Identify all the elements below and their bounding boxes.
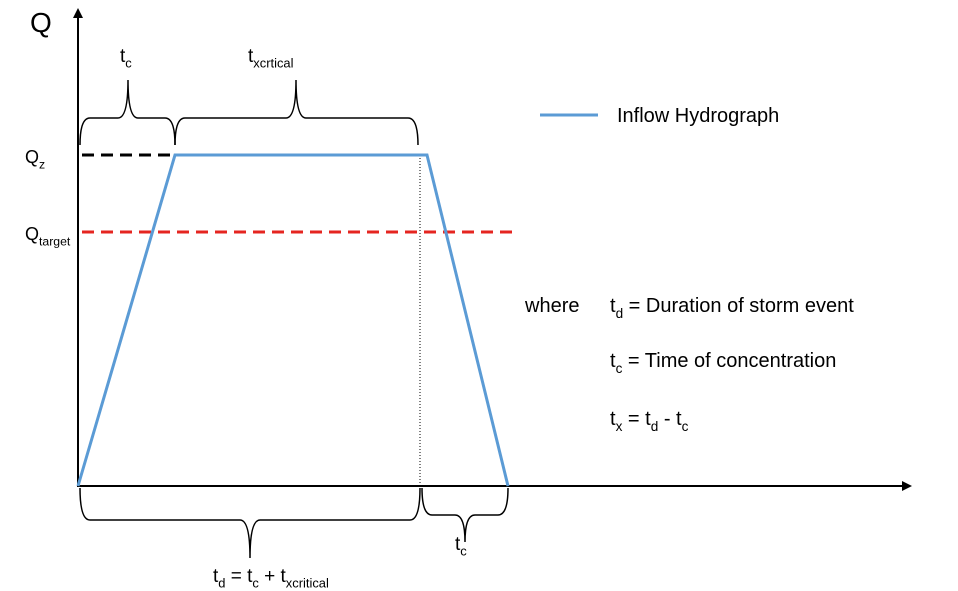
label-part: = t bbox=[622, 408, 651, 430]
label-part: t bbox=[120, 46, 126, 67]
brace bbox=[79, 79, 176, 146]
label-part: + t bbox=[259, 566, 287, 587]
label-part: xcrtical bbox=[253, 56, 293, 71]
label-part: Q bbox=[30, 7, 52, 38]
label-part: d bbox=[218, 576, 225, 591]
label-part: c bbox=[616, 361, 623, 376]
label-legend: Inflow Hydrograph bbox=[617, 105, 779, 127]
label-part: target bbox=[39, 234, 71, 248]
label-part: t bbox=[248, 46, 254, 67]
label-y-axis: Q bbox=[30, 7, 52, 38]
label-part: = t bbox=[225, 566, 253, 587]
label-part: xcritical bbox=[286, 576, 329, 591]
label-part: c bbox=[252, 576, 259, 591]
label-part: where bbox=[524, 295, 579, 317]
label-top-tx: txcrtical bbox=[248, 46, 293, 71]
label-part: t bbox=[455, 534, 461, 555]
label-part: = Duration of storm event bbox=[623, 295, 854, 317]
brace bbox=[421, 487, 509, 543]
label-part: t bbox=[213, 566, 219, 587]
label-where: where bbox=[524, 295, 579, 317]
label-q-target: Qtarget bbox=[25, 224, 71, 248]
braces bbox=[79, 79, 509, 559]
label-part: Q bbox=[25, 147, 39, 167]
label-part: c bbox=[682, 419, 689, 434]
label-part: t bbox=[610, 295, 616, 317]
brace bbox=[174, 79, 419, 146]
label-part: d bbox=[616, 306, 624, 321]
label-def-td: td = Duration of storm event bbox=[610, 295, 854, 321]
label-part: = Time of concentration bbox=[622, 350, 836, 372]
label-part: c bbox=[125, 56, 132, 71]
label-part: d bbox=[651, 419, 659, 434]
label-part: t bbox=[610, 350, 616, 372]
label-def-tx: tx = td - tc bbox=[610, 408, 689, 434]
brace bbox=[79, 487, 421, 559]
label-part: x bbox=[616, 419, 623, 434]
label-part: - t bbox=[658, 408, 682, 430]
label-top-tc: tc bbox=[120, 46, 132, 71]
label-part: z bbox=[39, 157, 45, 171]
label-def-tc: tc = Time of concentration bbox=[610, 350, 836, 376]
label-part: c bbox=[460, 544, 467, 559]
label-part: Q bbox=[25, 224, 39, 244]
label-part: t bbox=[610, 408, 616, 430]
label-q-z: Qz bbox=[25, 147, 45, 171]
label-part: Inflow Hydrograph bbox=[617, 105, 779, 127]
label-bottom-tc: tc bbox=[455, 534, 467, 559]
label-bottom-td: td = tc + txcritical bbox=[213, 566, 329, 591]
hydrograph bbox=[76, 153, 510, 487]
